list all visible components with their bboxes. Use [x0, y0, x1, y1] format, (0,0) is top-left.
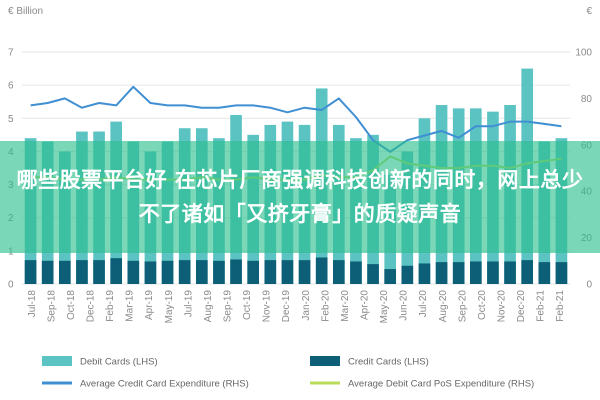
credit-card-bar [367, 264, 379, 284]
right-axis-tick-label: 100 [575, 48, 592, 59]
credit-card-bar [384, 269, 397, 284]
credit-card-bar [350, 261, 362, 284]
x-axis-tick-label: Aug-20 [438, 290, 449, 323]
credit-card-bar [93, 260, 105, 284]
x-axis-tick-label: Feb-19 [105, 290, 116, 322]
x-axis-tick-label: Jul-18 [27, 290, 38, 318]
credit-card-bar [178, 260, 191, 284]
credit-card-bar [504, 261, 516, 284]
credit-card-bar [555, 262, 568, 284]
x-axis-tick-label: May-19 [164, 290, 175, 324]
x-axis-tick-label: Oct-19 [242, 290, 253, 320]
x-axis-tick-label: Oct-18 [66, 290, 77, 320]
credit-card-bar [213, 260, 225, 284]
legend-label: Credit Cards (LHS) [348, 357, 429, 368]
credit-card-bar [127, 260, 140, 284]
x-axis-tick-label: Sep-19 [223, 290, 234, 323]
credit-card-bar [230, 259, 242, 284]
promo-overlay-banner: 哪些股票平台好 在芯片厂商强调科技创新的同时，网上总少不了诸如「又挤牙膏」的质疑… [0, 141, 600, 253]
credit-card-bar [315, 257, 328, 284]
credit-card-bar [247, 260, 260, 284]
credit-card-bar [418, 263, 431, 284]
right-axis-unit: € [586, 6, 592, 17]
legend-label: Debit Cards (LHS) [80, 357, 158, 368]
credit-card-bar [144, 261, 157, 284]
credit-card-bar [435, 262, 448, 284]
left-axis-tick-label: 5 [8, 114, 14, 125]
x-axis-tick-label: Feb-20 [320, 290, 331, 322]
credit-card-bar [538, 262, 551, 284]
x-axis-tick-label: Dec-18 [86, 290, 97, 323]
x-axis-tick-label: Feb-21 [555, 290, 566, 322]
credit-card-bar [487, 261, 499, 284]
left-axis-tick-label: 6 [8, 81, 14, 92]
x-axis-tick-label: Oct-20 [477, 290, 488, 320]
x-axis-tick-label: Dec-20 [516, 290, 527, 323]
x-axis-tick-label: Dec-19 [281, 290, 292, 323]
credit-card-bar [264, 260, 277, 284]
overlay-headline: 哪些股票平台好 在芯片厂商强调科技创新的同时，网上总少不了诸如「又挤牙膏」的质疑… [16, 168, 584, 226]
credit-card-bar [452, 262, 465, 284]
credit-card-bar [24, 260, 37, 284]
right-axis-tick-label: 0 [586, 280, 592, 291]
credit-card-bar [401, 265, 414, 284]
x-axis-tick-label: Aug-19 [203, 290, 214, 323]
credit-card-bar [195, 260, 208, 284]
legend-label: Average Debit Card PoS Expenditure (RHS) [348, 379, 534, 390]
x-axis-ticks: Jul-18 Sep-18 Oct-18 Dec-18 Feb-19 Mar-19 Apr-… [27, 290, 566, 324]
credit-card-bar [110, 258, 123, 284]
credit-card-bar [469, 261, 482, 284]
x-axis-tick-label: Mar-19 [125, 290, 136, 322]
legend-swatch [42, 356, 72, 366]
credit-card-bar [76, 260, 88, 284]
credit-card-bar [58, 260, 71, 284]
x-axis-tick-label: Jun-20 [399, 290, 410, 321]
x-axis-tick-label: Sep-18 [46, 290, 57, 323]
legend-swatch [310, 356, 340, 366]
credit-card-bar [332, 260, 345, 284]
x-axis-tick-label: Sep-20 [457, 290, 468, 323]
credit-card-bar [281, 260, 294, 284]
x-axis-tick-label: Apr-19 [144, 290, 155, 320]
x-axis-tick-label: Mar-20 [340, 290, 351, 322]
x-axis-tick-label: Jan-20 [301, 290, 312, 321]
left-axis-tick-label: 7 [8, 48, 14, 59]
x-axis-tick-label: Jul-19 [183, 290, 194, 318]
x-axis-tick-label: Nov-19 [262, 290, 273, 323]
left-axis-unit: € Billion [8, 6, 43, 17]
credit-card-bar [161, 260, 174, 284]
left-axis-tick-label: 0 [8, 280, 14, 291]
x-axis-tick-label: Apr-20 [360, 290, 371, 320]
legend: Debit Cards (LHS) Credit Cards (LHS) Avera… [42, 356, 534, 390]
x-axis-tick-label: Nov-20 [497, 290, 508, 323]
credit-card-bar [521, 260, 534, 284]
avg-credit-expenditure-line [30, 85, 562, 153]
x-axis-tick-label: May-20 [379, 290, 390, 324]
x-axis-tick-label: Feb-21 [536, 290, 547, 322]
x-axis-tick-label: Jul-20 [418, 290, 429, 318]
credit-card-bar [298, 260, 311, 284]
legend-label: Average Credit Card Expenditure (RHS) [80, 379, 249, 390]
right-axis-tick-label: 80 [581, 94, 593, 105]
credit-card-bar [41, 260, 54, 284]
